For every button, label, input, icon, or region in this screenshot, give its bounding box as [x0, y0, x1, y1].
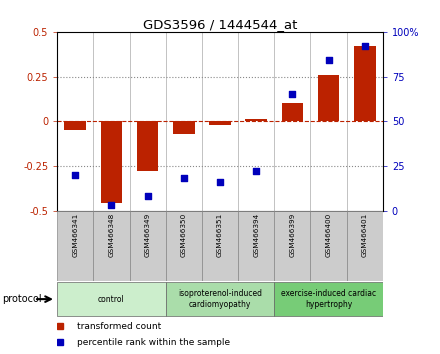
- Bar: [274, 282, 383, 316]
- Bar: [282, 103, 303, 121]
- Bar: [166, 211, 202, 281]
- Text: transformed count: transformed count: [77, 322, 161, 331]
- Text: GSM466350: GSM466350: [181, 213, 187, 257]
- Point: [108, 202, 115, 208]
- Point: [253, 169, 260, 174]
- Bar: [173, 121, 194, 134]
- Point: [72, 172, 79, 178]
- Text: GSM466401: GSM466401: [362, 213, 368, 257]
- Bar: [354, 46, 376, 121]
- Bar: [101, 121, 122, 204]
- Text: GSM466400: GSM466400: [326, 213, 331, 257]
- Text: GSM466394: GSM466394: [253, 213, 259, 257]
- Bar: [311, 211, 347, 281]
- Bar: [274, 211, 311, 281]
- Bar: [57, 282, 166, 316]
- Text: GSM466399: GSM466399: [290, 213, 295, 257]
- Text: protocol: protocol: [2, 294, 42, 304]
- Bar: [129, 211, 166, 281]
- Text: isoproterenol-induced
cardiomyopathy: isoproterenol-induced cardiomyopathy: [178, 290, 262, 309]
- Text: control: control: [98, 295, 125, 304]
- Bar: [166, 282, 274, 316]
- Text: GSM466349: GSM466349: [145, 213, 150, 257]
- Bar: [93, 211, 129, 281]
- Text: GSM466351: GSM466351: [217, 213, 223, 257]
- Bar: [318, 75, 339, 121]
- Text: percentile rank within the sample: percentile rank within the sample: [77, 338, 230, 347]
- Bar: [202, 211, 238, 281]
- Bar: [347, 211, 383, 281]
- Bar: [57, 211, 93, 281]
- Bar: [238, 211, 274, 281]
- Bar: [137, 121, 158, 171]
- Point: [325, 58, 332, 63]
- Point: [144, 194, 151, 199]
- Bar: [209, 121, 231, 125]
- Bar: [246, 119, 267, 121]
- Text: GSM466341: GSM466341: [72, 213, 78, 257]
- Point: [216, 179, 224, 185]
- Point: [180, 176, 187, 181]
- Title: GDS3596 / 1444544_at: GDS3596 / 1444544_at: [143, 18, 297, 31]
- Text: exercise-induced cardiac
hypertrophy: exercise-induced cardiac hypertrophy: [281, 290, 376, 309]
- Bar: [64, 121, 86, 130]
- Point: [361, 43, 368, 49]
- Text: GSM466348: GSM466348: [109, 213, 114, 257]
- Point: [289, 92, 296, 97]
